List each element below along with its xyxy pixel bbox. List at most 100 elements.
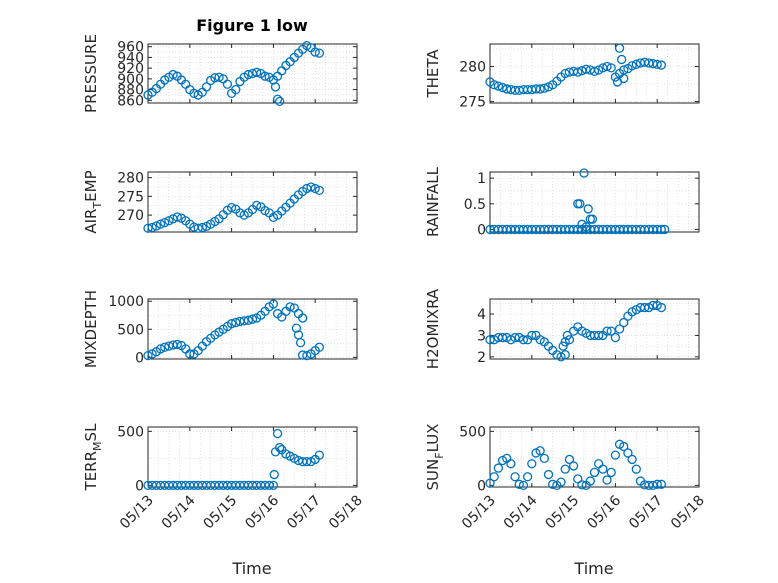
data-point	[602, 61, 612, 72]
data-point	[602, 326, 612, 336]
data-point	[627, 61, 637, 71]
data-point	[560, 464, 570, 474]
y-tick-label: 920	[117, 61, 144, 77]
y-tick-label: 4	[477, 307, 486, 323]
data-point	[614, 324, 625, 334]
y-tick-label: 0.5	[464, 197, 486, 213]
data-point	[598, 464, 608, 474]
y-axis-label: RAINFALL	[424, 166, 442, 237]
data-point	[548, 479, 558, 489]
data-point	[522, 472, 533, 482]
data-point	[510, 332, 520, 343]
data-point	[485, 478, 495, 488]
data-point	[656, 302, 667, 313]
data-point	[602, 475, 612, 485]
y-tick-label: 275	[117, 189, 144, 205]
data-point	[573, 67, 583, 77]
data-point	[226, 319, 237, 329]
panel-air-temp: 270 275 280 AIRTEMP	[82, 170, 358, 234]
data-point	[214, 72, 224, 82]
data-point	[298, 313, 308, 323]
data-point	[231, 84, 241, 95]
data-point	[606, 326, 616, 336]
data-point	[201, 82, 212, 92]
data-point	[260, 71, 270, 81]
x-tick-label: 05/18	[326, 493, 366, 533]
x-tick-label: 05/17	[626, 493, 666, 533]
x-tick-label: 05/15	[201, 493, 241, 533]
y-axis-label: AIRTEMP	[82, 170, 104, 233]
x-tick-label: 05/14	[501, 492, 541, 532]
data-point	[577, 480, 587, 490]
data-point	[489, 80, 499, 90]
y-tick-label: 3	[477, 328, 486, 344]
y-axis-label: TERRMSL	[82, 423, 104, 492]
y-tick-label: 280	[459, 59, 486, 75]
data-point	[556, 477, 566, 487]
data-point	[185, 349, 195, 359]
data-point	[291, 323, 302, 333]
data-point	[193, 223, 203, 233]
panel-rainfall: 0 0.5 1 RAINFALL	[424, 166, 700, 238]
x-tick-label: 05/17	[284, 493, 324, 533]
data-point	[614, 43, 625, 53]
data-point	[660, 224, 670, 235]
data-point	[619, 317, 629, 328]
y-axis-label: MIXDEPTH	[82, 290, 100, 368]
y-tick-label: 2	[477, 350, 486, 366]
data-point	[640, 302, 650, 313]
data-point	[252, 67, 262, 78]
data-point	[155, 219, 166, 229]
panel-mixdepth: 0 500 1000 MIXDEPTH	[82, 290, 358, 368]
data-point	[306, 182, 316, 192]
data-point	[652, 59, 662, 70]
data-point	[164, 216, 174, 226]
x-tick-label: 05/18	[668, 493, 708, 533]
data-point	[656, 60, 667, 70]
data-point	[243, 69, 253, 80]
axes-frame	[147, 43, 358, 104]
data-point	[543, 469, 554, 480]
data-point	[560, 337, 570, 347]
data-point	[587, 214, 598, 224]
data-point	[506, 459, 516, 469]
y-tick-label: 500	[117, 322, 144, 338]
data-point	[606, 63, 616, 73]
data-point	[268, 480, 279, 491]
y-tick-label: 860	[117, 93, 144, 109]
panel-sun-flux: 05/13 05/14 05/15 05/16 05/17 05/18 0 500 SUNFLU…	[424, 424, 708, 533]
y-tick-label: 500	[459, 424, 486, 440]
figure-title: Figure 1 low	[196, 16, 308, 35]
data-point	[581, 222, 591, 232]
data-point	[302, 350, 312, 361]
y-axis-label: THETA	[424, 49, 442, 99]
data-point	[606, 467, 616, 478]
data-point	[619, 441, 629, 452]
data-point	[631, 59, 641, 70]
y-tick-label: 880	[117, 83, 144, 99]
axes-frame	[489, 426, 700, 488]
data-point	[589, 467, 600, 478]
data-point	[298, 350, 308, 360]
y-tick-label: 1	[477, 171, 486, 187]
data-point	[656, 224, 667, 235]
y-tick-label: 275	[459, 95, 486, 111]
data-point	[172, 212, 182, 222]
data-point	[269, 469, 279, 480]
data-point	[510, 472, 520, 482]
x-tick-label: 05/13	[117, 493, 157, 533]
data-point	[514, 479, 524, 489]
data-point	[652, 479, 662, 489]
data-point	[497, 332, 508, 343]
data-point	[164, 341, 174, 351]
axes-frame	[147, 171, 358, 233]
x-tick-label: 05/16	[584, 492, 624, 532]
data-point	[231, 317, 241, 328]
y-tick-label: 0	[477, 478, 486, 494]
data-point	[160, 217, 170, 228]
data-point	[295, 338, 306, 348]
data-point	[277, 66, 287, 76]
data-point	[160, 342, 170, 352]
panel-theta: 275 280 THETA	[424, 43, 700, 111]
